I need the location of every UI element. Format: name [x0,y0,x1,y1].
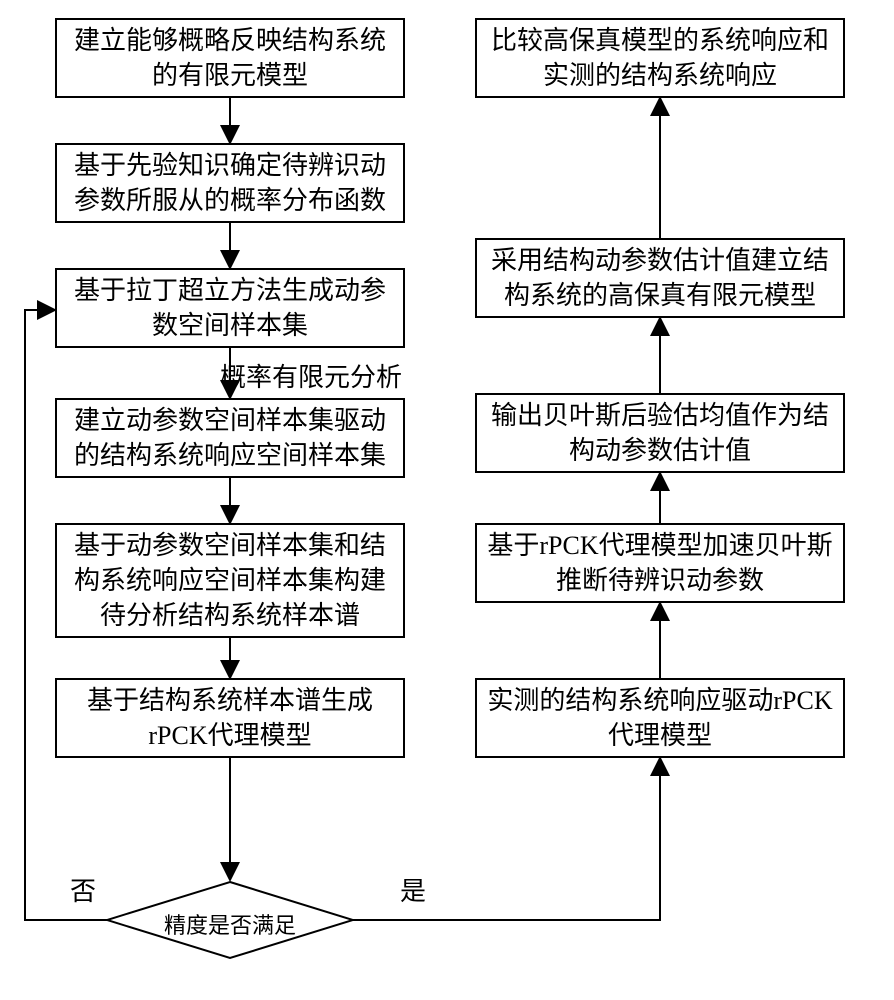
node-prior-distribution: 基于先验知识确定待辨识动参数所服从的概率分布函数 [55,143,405,223]
node-text: 基于rPCK代理模型加速贝叶斯推断待辨识动参数 [487,528,833,598]
node-text: 建立能够概略反映结构系统的有限元模型 [67,23,393,93]
node-text: 建立动参数空间样本集驱动的结构系统响应空间样本集 [67,403,393,473]
node-rpck-model: 基于结构系统样本谱生成rPCK代理模型 [55,678,405,758]
node-text: 比较高保真模型的系统响应和实测的结构系统响应 [487,23,833,93]
node-text: 基于结构系统样本谱生成rPCK代理模型 [67,683,393,753]
node-text: 实测的结构系统响应驱动rPCK代理模型 [487,683,833,753]
node-establish-fem: 建立能够概略反映结构系统的有限元模型 [55,18,405,98]
node-text: 基于拉丁超立方法生成动参数空间样本集 [67,273,393,343]
label-no: 否 [70,871,96,908]
node-text: 采用结构动参数估计值建立结构系统的高保真有限元模型 [487,243,833,313]
label-yes: 是 [400,871,426,908]
node-bayes-inference: 基于rPCK代理模型加速贝叶斯推断待辨识动参数 [475,523,845,603]
label-prob-analysis: 概率有限元分析 [220,357,402,394]
node-response-samples: 建立动参数空间样本集驱动的结构系统响应空间样本集 [55,398,405,478]
node-text: 基于先验知识确定待辨识动参数所服从的概率分布函数 [67,148,393,218]
node-text: 输出贝叶斯后验估均值作为结构动参数估计值 [487,398,833,468]
node-posterior-output: 输出贝叶斯后验估均值作为结构动参数估计值 [475,393,845,473]
node-sample-spectrum: 基于动参数空间样本集和结构系统响应空间样本集构建待分析结构系统样本谱 [55,523,405,638]
node-high-fidelity: 采用结构动参数估计值建立结构系统的高保真有限元模型 [475,238,845,318]
decision-diamond [105,880,355,960]
node-latin-hypercube: 基于拉丁超立方法生成动参数空间样本集 [55,268,405,348]
node-compare-response: 比较高保真模型的系统响应和实测的结构系统响应 [475,18,845,98]
node-text: 基于动参数空间样本集和结构系统响应空间样本集构建待分析结构系统样本谱 [67,528,393,633]
node-measured-response: 实测的结构系统响应驱动rPCK代理模型 [475,678,845,758]
